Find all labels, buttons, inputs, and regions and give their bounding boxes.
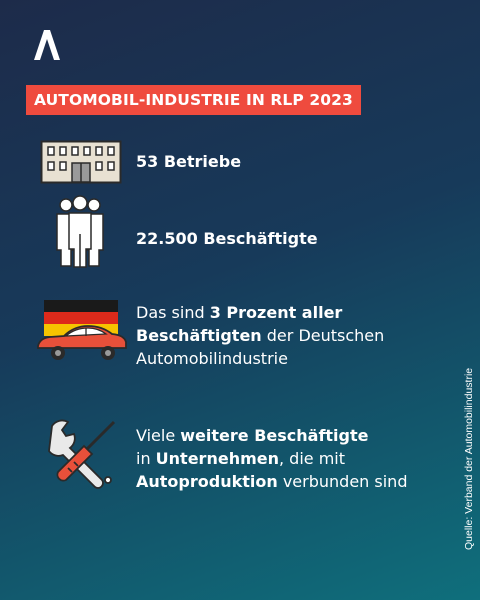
fact-share-line-2: Beschäftigten der Deutschen [136, 326, 385, 345]
fact-businesses-label: 53 Betriebe [136, 152, 242, 171]
german-flag-car-icon [37, 300, 127, 360]
source-note: Quelle: Verband der Automobilindustrie [463, 367, 475, 550]
fact-share-line-1: Das sind 3 Prozent aller [136, 303, 343, 322]
fact-related-line-3: Autoproduktion verbunden sind [136, 472, 408, 491]
fact-related-line-2: in Unternehmen, die mit [136, 449, 346, 468]
people-group-icon [56, 195, 104, 268]
factory-building-icon [40, 140, 122, 184]
fact-related-line-1: Viele weitere Beschäftigte [136, 426, 369, 445]
wrench-screwdriver-icon [48, 419, 116, 489]
fact-share-line-3: Automobilindustrie [136, 349, 288, 368]
headline: AUTOMOBIL-INDUSTRIE IN RLP 2023 [26, 85, 361, 115]
a-logo-icon [34, 30, 60, 60]
fact-employees-label: 22.500 Beschäftigte [136, 229, 318, 248]
